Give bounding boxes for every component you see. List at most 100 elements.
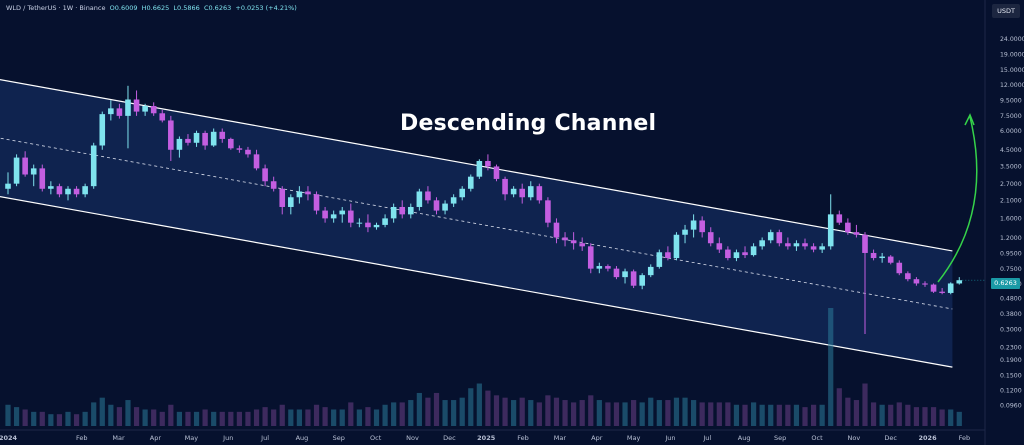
volume-bar [725,402,731,426]
volume-bar [245,411,251,426]
volume-bar [708,402,714,426]
volume-bar [219,411,225,426]
volume-bar [82,411,88,426]
volume-bar [185,411,191,426]
x-tick-label: Jun [222,434,233,442]
candle-body [956,280,963,284]
candle-body [65,188,71,195]
volume-bar [168,404,174,426]
volume-bar [373,409,380,426]
volume-bar [511,400,517,426]
x-tick-label: Dec [443,434,456,442]
candle-body [13,157,20,184]
volume-bar [271,409,277,426]
volume-bar [939,409,945,426]
volume-bar [193,411,200,426]
candle-body [228,138,234,149]
volume-bar [262,407,268,426]
candle-body [476,160,483,177]
low-value: L0.5866 [173,4,200,12]
x-tick-label: Apr [591,434,603,442]
volume-bar [922,407,928,426]
y-tick-label: 19.0000 [1000,52,1024,59]
x-tick-label: 2025 [477,434,496,442]
x-tick-label: Feb [76,434,88,442]
candle-body [562,237,568,241]
volume-bar [442,400,448,426]
volume-bar [896,402,902,426]
volume-bar [73,414,80,426]
candle-body [759,240,765,247]
candle-body [716,243,723,250]
pattern-annotation-title: Descending Channel [400,111,657,136]
candle-body [725,249,731,259]
candle-body [82,186,88,195]
volume-bar [545,395,551,426]
volume-bar [656,400,662,426]
volume-bar [142,409,148,426]
close-value: C0.6263 [203,4,232,12]
candle-body [433,200,440,211]
candle-body [56,186,63,195]
candle-body [133,99,140,112]
candle-body [485,160,491,167]
candle-body [262,168,268,182]
candle-body [767,232,774,241]
volume-bar [682,397,688,426]
candle-body [253,154,260,169]
volume-bar [322,407,328,426]
volume-bar [528,400,534,426]
volume-bar [125,400,131,426]
candle-body [887,256,894,263]
currency-unit-button[interactable]: USDT [992,4,1020,18]
candle-body [236,148,243,150]
y-tick-label: 0.1900 [1000,357,1022,364]
candle-body [536,186,543,201]
volume-bar [133,407,140,426]
volume-bar [451,400,457,426]
candle-body [185,138,191,143]
candle-body [896,262,903,274]
candle-body [30,168,37,175]
x-tick-label: May [185,434,199,442]
candle-body [502,178,508,195]
volume-bar [948,409,954,426]
candle-body [742,252,748,256]
candle-body [202,132,208,146]
candle-body [176,138,183,150]
y-tick-label: 0.3000 [1000,327,1022,334]
x-tick-label: Aug [738,434,751,442]
x-tick-label: Jul [702,434,711,442]
volume-bar [562,400,568,426]
candle-body [519,188,525,198]
candle-body [159,113,166,121]
volume-bar [759,404,765,426]
volume-bar [99,397,105,426]
volume-bar [716,402,722,426]
candle-body [270,181,277,189]
volume-bar [31,411,37,426]
volume-bar [673,397,680,426]
volume-bar [339,409,345,426]
high-value: H0.6625 [141,4,170,12]
volume-bar [750,402,757,426]
candle-body [373,224,380,228]
volume-bar [331,409,337,426]
volume-bar [348,402,354,426]
candle-body [905,273,911,280]
candle-body [699,220,705,233]
volume-bar [279,404,285,426]
volume-bar [399,402,405,426]
volume-bar [365,407,371,426]
candle-body [665,252,671,259]
y-tick-label: 0.0960 [1000,402,1022,409]
candle-body [5,183,11,189]
y-tick-label: 0.3800 [1000,311,1022,318]
x-tick-label: 2026 [919,434,938,442]
candle-body [819,246,825,250]
volume-bar [913,407,920,426]
x-tick-label: Jun [664,434,675,442]
candle-body [288,197,294,207]
volume-bar [493,395,500,426]
